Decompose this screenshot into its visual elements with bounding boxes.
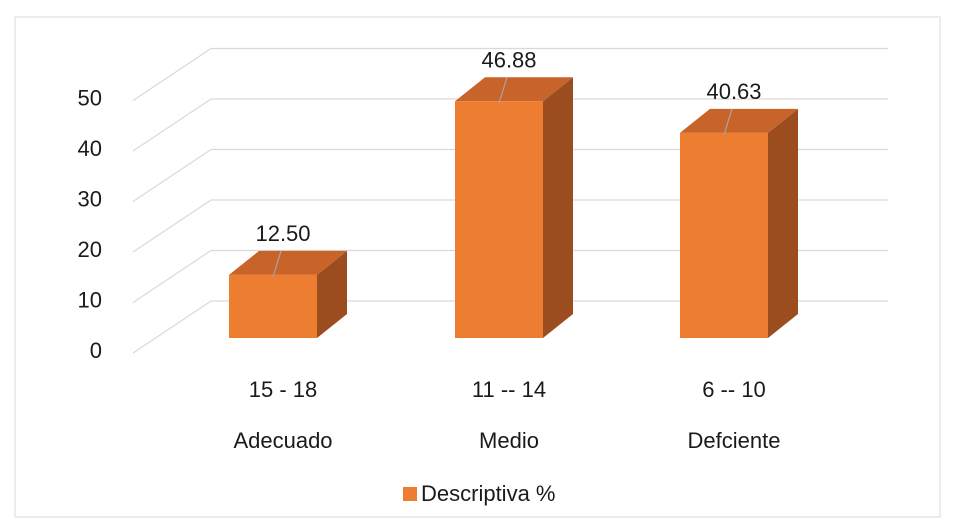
data-label: 40.63 (706, 79, 761, 104)
y-tick-label: 40 (78, 136, 102, 161)
data-label: 46.88 (481, 47, 536, 72)
x-tick-range: 15 - 18 (249, 377, 318, 402)
data-label: 12.50 (255, 221, 310, 246)
bar-top (455, 77, 573, 102)
y-tick-label: 10 (78, 288, 102, 313)
y-tick-label: 20 (78, 237, 102, 262)
gridline-diagonal (132, 149, 212, 202)
gridline-diagonal (132, 300, 212, 354)
bar (455, 77, 573, 339)
legend-swatch (403, 487, 417, 501)
data-labels: 12.50 46.88 40.63 (255, 47, 762, 278)
x-axis-ticks: 15 - 18 Adecuado 11 -- 14 Medio 6 -- 10 Defci… (233, 377, 780, 453)
y-axis-ticks: 0 10 20 30 40 50 (78, 86, 102, 364)
x-tick-label: Defciente (688, 428, 781, 453)
legend: Descriptiva % (403, 481, 555, 506)
data-label-leader (272, 250, 282, 278)
bar (680, 108, 798, 338)
x-tick-label: Medio (479, 428, 539, 453)
gridline-diagonal (132, 98, 212, 152)
gridline-diagonal (132, 199, 212, 253)
bar-side (317, 250, 347, 338)
bar-front (455, 101, 543, 338)
x-tick-range: 6 -- 10 (702, 377, 766, 402)
y-tick-label: 0 (90, 338, 102, 363)
bar-top (680, 108, 798, 133)
y-tick-label: 50 (78, 86, 102, 111)
bars (229, 77, 798, 339)
bar-top (229, 250, 347, 275)
bar-side (543, 77, 573, 339)
bar (229, 250, 347, 338)
bar-front (680, 132, 768, 338)
bar-front (229, 274, 317, 338)
x-tick-range: 11 -- 14 (472, 377, 546, 402)
y-tick-label: 30 (78, 187, 102, 212)
data-label-leader (498, 77, 508, 104)
gridline-diagonal (132, 48, 212, 101)
legend-label: Descriptiva % (421, 481, 555, 506)
data-label-leader (723, 108, 733, 135)
bar-side (768, 108, 798, 338)
gridline-diagonal (132, 250, 212, 303)
x-tick-label: Adecuado (233, 428, 332, 453)
